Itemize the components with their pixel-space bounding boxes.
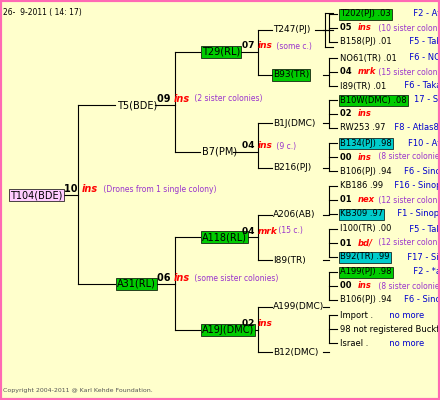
Text: 00: 00 [340,152,354,162]
Text: B106(PJ) .94: B106(PJ) .94 [340,166,392,176]
Text: F6 - Takab93aR: F6 - Takab93aR [399,82,440,90]
Text: ins: ins [174,273,190,283]
Text: F6 - SinopEgg86R: F6 - SinopEgg86R [404,296,440,304]
Text: I89(TR): I89(TR) [273,256,306,264]
Text: B134(PJ) .98: B134(PJ) .98 [340,138,392,148]
Text: B216(PJ): B216(PJ) [273,164,311,172]
Text: no more: no more [384,310,424,320]
Text: 26-  9-2011 ( 14: 17): 26- 9-2011 ( 14: 17) [3,8,82,17]
Text: T5(BDE): T5(BDE) [117,100,157,110]
Text: 07: 07 [242,42,258,50]
Text: A206(AB): A206(AB) [273,210,315,220]
Text: no more: no more [384,338,424,348]
Text: (12 sister colonies): (12 sister colonies) [376,238,440,248]
Text: NO61(TR) .01: NO61(TR) .01 [340,54,397,62]
Text: 98 not registered Buckfast (Israel or: 98 not registered Buckfast (Israel or [340,324,440,334]
Text: I89(TR) .01: I89(TR) .01 [340,82,386,90]
Text: I100(TR) .00: I100(TR) .00 [340,224,391,234]
Text: 01: 01 [340,238,355,248]
Text: Copyright 2004-2011 @ Karl Kehde Foundation.: Copyright 2004-2011 @ Karl Kehde Foundat… [3,388,153,393]
Text: F2 - Athos00R: F2 - Athos00R [408,10,440,18]
Text: (8 sister colonies): (8 sister colonies) [376,282,440,290]
Text: (8 sister colonies): (8 sister colonies) [376,152,440,162]
Text: bd/: bd/ [358,238,373,248]
Text: A19J(DMC): A19J(DMC) [202,325,254,335]
Text: B93(TR): B93(TR) [273,70,309,80]
Text: F5 - Takab93aR: F5 - Takab93aR [404,224,440,234]
Text: F10 - AthosSt80R: F10 - AthosSt80R [408,138,440,148]
Text: 05: 05 [340,24,355,32]
Text: ins: ins [358,152,372,162]
Text: ins: ins [258,42,273,50]
Text: F8 - Atlas85R: F8 - Atlas85R [389,124,440,132]
Text: (Drones from 1 single colony): (Drones from 1 single colony) [101,184,216,194]
Text: F6 - SinopEgg86R: F6 - SinopEgg86R [404,166,440,176]
Text: A31(RL): A31(RL) [117,279,156,289]
Text: mrk: mrk [358,68,377,76]
Text: ins: ins [358,24,372,32]
Text: 04: 04 [242,142,258,150]
Text: ins: ins [174,94,190,104]
Text: nex: nex [358,196,375,204]
Text: ins: ins [358,282,372,290]
Text: 00: 00 [340,282,354,290]
Text: 17 - Sinop62R: 17 - Sinop62R [414,96,440,104]
Text: B7(PM): B7(PM) [202,147,237,157]
Text: KB186 .99: KB186 .99 [340,182,383,190]
Text: T29(RL): T29(RL) [202,47,240,57]
Text: F2 - *ankiri97R: F2 - *ankiri97R [408,268,440,276]
Text: A199(DMC): A199(DMC) [273,302,324,312]
Text: ins: ins [358,110,372,118]
Text: B92(TR) .99: B92(TR) .99 [340,252,389,262]
Text: (9 c.): (9 c.) [274,142,296,150]
Text: RW253 .97: RW253 .97 [340,124,385,132]
Text: A199(PJ) .98: A199(PJ) .98 [340,268,392,276]
Text: 10: 10 [64,184,81,194]
Text: F1 - Sinop96R: F1 - Sinop96R [392,210,440,218]
Text: Israel .: Israel . [340,338,368,348]
Text: B1J(DMC): B1J(DMC) [273,118,315,128]
Text: Import .: Import . [340,310,373,320]
Text: T247(PJ): T247(PJ) [273,26,310,34]
Text: 04: 04 [242,226,258,236]
Text: 09: 09 [157,94,174,104]
Text: (12 sister colonies): (12 sister colonies) [376,196,440,204]
Text: F6 - NO6294R: F6 - NO6294R [404,54,440,62]
Text: ins: ins [258,142,273,150]
Text: B10W(DMC) .08: B10W(DMC) .08 [340,96,407,104]
Text: (some c.): (some c.) [274,42,312,50]
Text: ins: ins [258,320,273,328]
Text: (10 sister colonies): (10 sister colonies) [376,24,440,32]
Text: B106(PJ) .94: B106(PJ) .94 [340,296,392,304]
Text: (15 c.): (15 c.) [276,226,303,236]
Text: 04: 04 [340,68,355,76]
Text: 01: 01 [340,196,355,204]
Text: A118(RL): A118(RL) [202,232,247,242]
Text: (2 sister colonies): (2 sister colonies) [192,94,263,104]
Text: F17 - Sinop62R: F17 - Sinop62R [403,252,440,262]
Text: ins: ins [82,184,98,194]
Text: KB309 .97: KB309 .97 [340,210,383,218]
Text: (some sister colonies): (some sister colonies) [192,274,279,282]
Text: T104(BDE): T104(BDE) [10,190,62,200]
Text: B12(DMC): B12(DMC) [273,348,319,356]
Text: 02: 02 [340,110,355,118]
Text: B158(PJ) .01: B158(PJ) .01 [340,38,392,46]
Text: 02: 02 [242,320,257,328]
Text: F5 - Takab93R: F5 - Takab93R [404,38,440,46]
Text: F16 - Sinop62R: F16 - Sinop62R [389,182,440,190]
Text: (15 sister colonies): (15 sister colonies) [376,68,440,76]
Text: mrk: mrk [258,226,278,236]
Text: T202(PJ) .03: T202(PJ) .03 [340,10,391,18]
Text: 06: 06 [157,273,174,283]
